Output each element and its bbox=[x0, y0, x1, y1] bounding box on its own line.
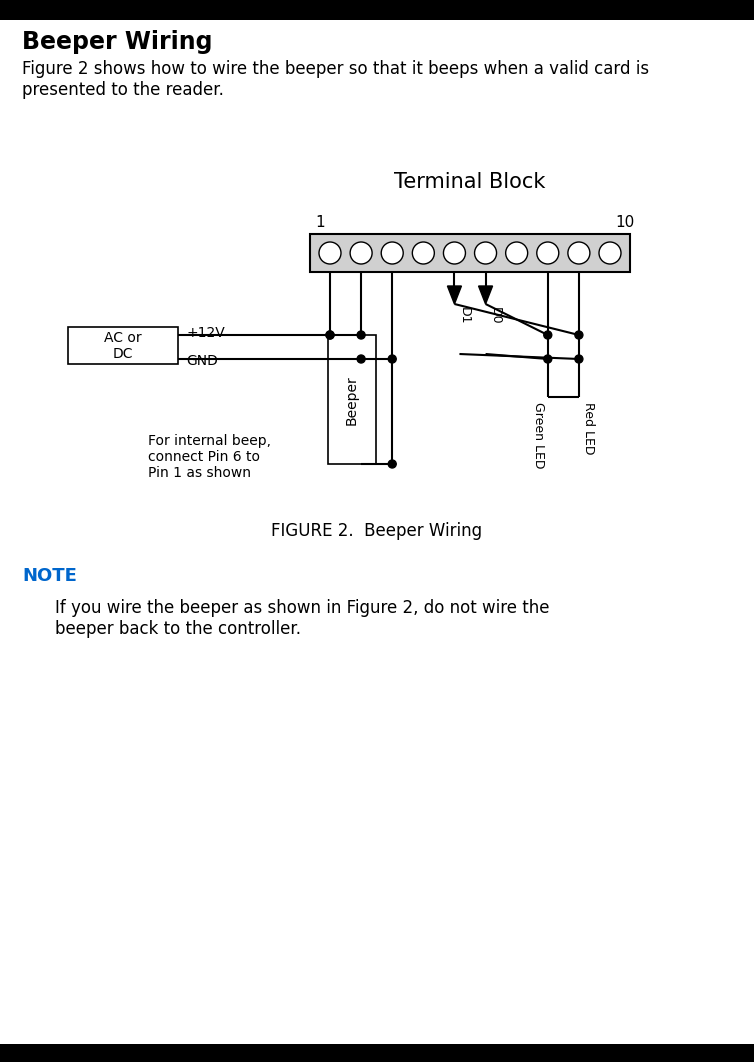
Circle shape bbox=[357, 331, 365, 339]
Text: GND: GND bbox=[186, 354, 218, 369]
Text: Terminal Block: Terminal Block bbox=[394, 172, 546, 192]
Circle shape bbox=[388, 460, 396, 468]
Text: +12V: +12V bbox=[186, 326, 225, 340]
Text: 1: 1 bbox=[315, 215, 325, 230]
Circle shape bbox=[568, 242, 590, 264]
Circle shape bbox=[575, 355, 583, 363]
Circle shape bbox=[357, 355, 365, 363]
Text: Beeper: Beeper bbox=[345, 375, 359, 425]
Circle shape bbox=[326, 331, 334, 339]
Text: For internal beep,
connect Pin 6 to
Pin 1 as shown: For internal beep, connect Pin 6 to Pin … bbox=[148, 434, 271, 480]
Circle shape bbox=[544, 331, 552, 339]
Polygon shape bbox=[479, 286, 492, 304]
Polygon shape bbox=[447, 286, 461, 304]
Text: 10: 10 bbox=[615, 215, 634, 230]
Circle shape bbox=[506, 242, 528, 264]
Text: 7: 7 bbox=[732, 1045, 742, 1061]
Bar bbox=[328, 335, 376, 464]
Bar bbox=[68, 327, 178, 364]
Circle shape bbox=[326, 331, 334, 339]
Circle shape bbox=[544, 355, 552, 363]
Circle shape bbox=[388, 355, 396, 363]
Text: Green LED: Green LED bbox=[532, 402, 545, 468]
Text: D1: D1 bbox=[458, 307, 470, 325]
Circle shape bbox=[575, 331, 583, 339]
Circle shape bbox=[412, 242, 434, 264]
Text: D0: D0 bbox=[489, 307, 501, 325]
Text: Figure 2 shows how to wire the beeper so that it beeps when a valid card is
pres: Figure 2 shows how to wire the beeper so… bbox=[22, 59, 649, 99]
Circle shape bbox=[350, 242, 372, 264]
Text: FIGURE 2.  Beeper Wiring: FIGURE 2. Beeper Wiring bbox=[271, 523, 483, 539]
Circle shape bbox=[474, 242, 497, 264]
Text: If you wire the beeper as shown in Figure 2, do not wire the
beeper back to the : If you wire the beeper as shown in Figur… bbox=[55, 599, 550, 638]
Text: AC or
DC: AC or DC bbox=[104, 331, 142, 361]
Circle shape bbox=[537, 242, 559, 264]
Circle shape bbox=[443, 242, 465, 264]
Text: Beeper Wiring: Beeper Wiring bbox=[22, 30, 213, 54]
Circle shape bbox=[319, 242, 341, 264]
Text: NOTE: NOTE bbox=[22, 567, 77, 585]
Bar bbox=[0, 0, 754, 20]
Circle shape bbox=[599, 242, 621, 264]
Bar bbox=[310, 234, 630, 272]
Bar bbox=[0, 1044, 754, 1062]
Text: Red LED: Red LED bbox=[582, 402, 595, 455]
Circle shape bbox=[382, 242, 403, 264]
